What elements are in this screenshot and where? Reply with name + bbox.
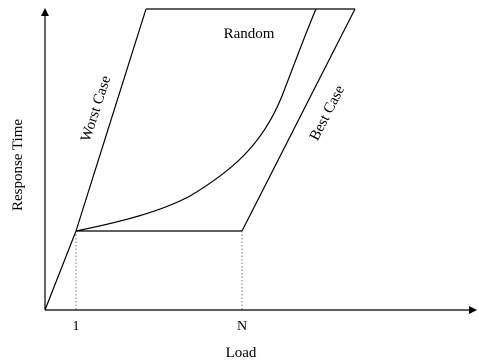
random-label: Random (224, 26, 275, 42)
initial-ramp-line (44, 230, 77, 311)
tick-label-1: 1 (73, 319, 80, 334)
worst-case-label: Worst Case (78, 73, 114, 143)
y-axis-label: Response Time (10, 119, 26, 211)
x-axis-label: Load (226, 345, 257, 361)
random-curve (75, 8, 317, 232)
tick-label-n: N (237, 319, 247, 334)
best-case-line (241, 8, 356, 232)
worst-case-line (75, 8, 147, 232)
